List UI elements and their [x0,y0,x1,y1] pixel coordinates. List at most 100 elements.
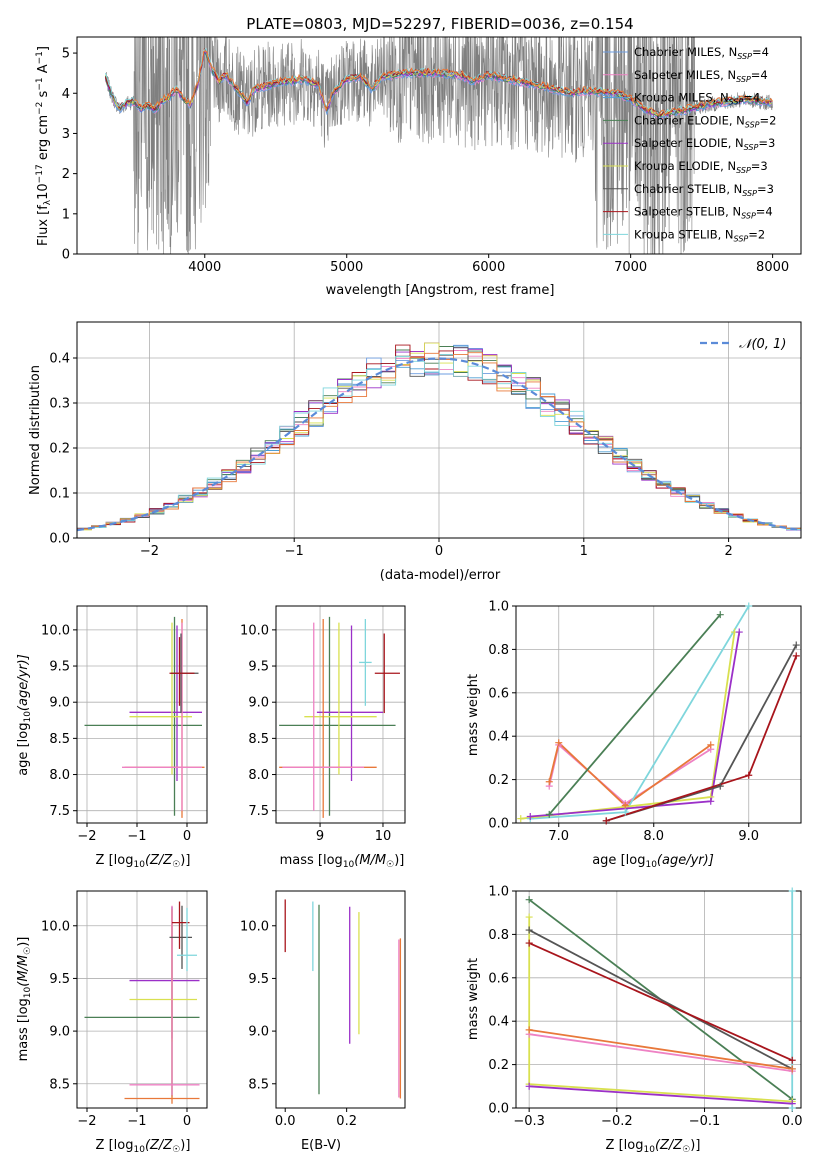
ageM-xlabel: mass [log10(M/M☉)] [280,853,405,870]
x-tick-label: −0.3 [513,1114,545,1129]
x-tick-label: 0 [183,1114,191,1129]
massweight-line [529,1033,793,1072]
x-tick-label: −0.2 [601,1114,633,1129]
figure-title: PLATE=0803, MJD=52297, FIBERID=0036, z=0… [246,15,633,33]
mass-vs-ebv-panel: 0.0 0.2 8.5 9.0 9.5 10.0 [240,890,406,1129]
massweight-line [528,917,793,1103]
axes-frame [515,890,802,1109]
x-tick-label: 1 [580,544,588,559]
y-tick-label: 0.4 [488,730,509,745]
y-tick-label: 9.5 [49,972,70,987]
data-marker [525,926,533,934]
legend-label: Salpeter STELIB, NSSP=4 [634,205,773,221]
x-tick-label: 0 [183,829,191,844]
x-tick-label: 0.2 [336,1114,357,1129]
y-tick-label: 0.1 [49,487,70,502]
x-tick-label: 9.0 [738,829,759,844]
spectrum-ylabel: Flux [fλ10−17 erg cm−2 s−1 A−1] [35,46,53,246]
spectrum-xlabel: wavelength [Angstrom, rest frame] [326,283,555,298]
x-tick-label: 5000 [330,260,363,275]
y-tick-label: 3 [62,127,70,142]
y-tick-label: 9.5 [248,972,269,987]
residuals-xlabel: (data-model)/error [380,568,501,583]
data-marker [788,1104,796,1112]
plot-area [84,616,205,818]
axes-frame [515,605,802,824]
data-marker [788,1065,796,1073]
x-tick-label: −1 [127,1114,146,1129]
mwAge-xlabel: age [log10(age/yr)] [592,853,714,870]
legend-label: Chabrier ELODIE, NSSP=2 [634,113,776,129]
y-tick-label: 0.0 [488,1102,509,1117]
massweight-line [606,644,798,822]
y-tick-label: 2 [62,167,70,182]
y-tick-label: 0.4 [49,352,70,367]
ageZ-ylabel: age [log10(age/yr)] [16,654,33,776]
data-marker [792,641,800,649]
legend-label: Kroupa STELIB, NSSP=2 [634,227,765,243]
x-tick-label: 2 [724,544,732,559]
x-tick-label: 7.0 [548,829,569,844]
y-tick-label: 10.0 [240,919,269,934]
x-tick-label: −2 [77,829,96,844]
y-tick-label: 5 [62,47,70,62]
y-tick-label: 0.2 [488,1058,509,1073]
massweight-line [548,740,712,807]
residuals-legend: 𝒩(0, 1) [700,337,786,352]
y-tick-label: 0.2 [49,442,70,457]
x-tick-label: −0.1 [689,1114,721,1129]
y-tick-label: 9.0 [49,1025,70,1040]
x-tick-label: 8000 [756,260,789,275]
age-vs-Z-panel: −2 −1 0 7.5 8.0 8.5 9.0 9.5 10.0 [41,605,208,844]
y-tick-label: 0.2 [488,773,509,788]
y-tick-label: 8.0 [49,768,70,783]
x-tick-label: 0 [435,544,443,559]
y-tick-label: 7.5 [49,804,70,819]
x-tick-label: −1 [127,829,146,844]
plot-area [279,616,400,818]
data-marker [707,741,715,749]
data-marker [788,1056,796,1064]
axes-frame [76,36,802,255]
y-tick-label: 0.0 [49,532,70,547]
x-tick-label: −2 [77,1114,96,1129]
x-tick-label: 6000 [472,260,505,275]
axes-frame [76,605,208,824]
data-marker [602,817,610,825]
data-marker [545,810,553,818]
y-tick-label: 9.0 [248,1025,269,1040]
age-vs-mass-panel: 9 10 7.5 8.0 8.5 9.0 9.5 10.0 [240,605,406,844]
massweight-line [529,1029,793,1070]
axes-frame [275,605,406,824]
massZ-ylabel: mass [log10(M/M☉)] [16,937,33,1062]
plot-area [520,606,798,822]
y-tick-label: 10.0 [240,623,269,638]
legend-label: 𝒩(0, 1) [739,337,786,352]
data-marker [716,611,724,619]
x-tick-label: 10 [375,829,392,844]
y-tick-label: 8.5 [49,732,70,747]
x-tick-label: 4000 [188,260,221,275]
plot-area [77,342,801,533]
legend-label: Salpeter ELODIE, NSSP=3 [634,136,775,152]
x-tick-label: 0.0 [782,1114,803,1129]
legend-label: Salpeter MILES, NSSP=4 [634,68,768,84]
x-tick-label: 0.0 [275,1114,296,1129]
y-tick-label: 0 [62,248,70,263]
massweight-line [548,614,721,815]
data-marker [525,913,533,921]
data-marker [525,1082,533,1090]
spectrum-panel: 4000 5000 6000 7000 8000 0 1 2 3 4 5 Chabrier MILES… [62,36,802,275]
y-tick-label: 1.0 [488,600,509,615]
data-marker [525,896,533,904]
y-tick-label: 0.0 [488,817,509,832]
plot-area [284,899,402,1099]
spectrum-legend: Chabrier MILES, NSSP=4 Salpeter MILES, NS… [603,45,776,243]
data-marker [735,628,743,636]
data-marker [788,887,796,895]
y-tick-label: 0.6 [488,686,509,701]
y-tick-label: 0.8 [488,643,509,658]
axes-frame [76,890,208,1109]
massweight-line [528,929,793,1070]
